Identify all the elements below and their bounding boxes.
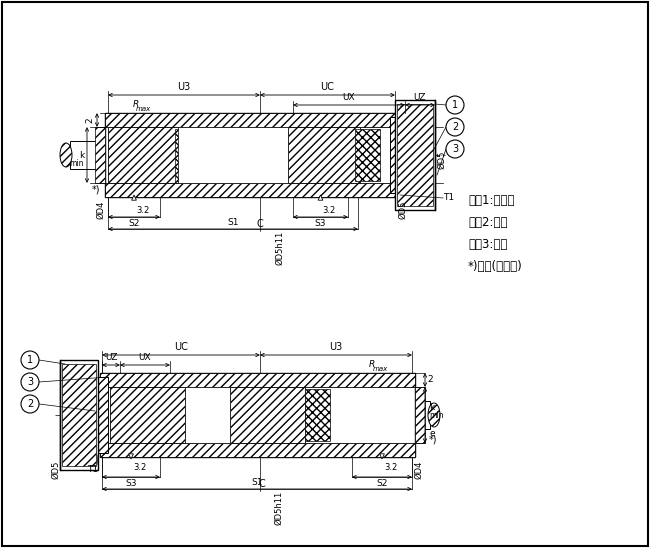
Text: R: R — [369, 360, 375, 369]
Text: S2: S2 — [128, 219, 140, 228]
Text: 3.2: 3.2 — [133, 463, 146, 472]
Bar — [390, 117, 405, 193]
Text: max: max — [135, 106, 151, 112]
Text: UX: UX — [138, 353, 151, 362]
Text: 序号3:挡圈: 序号3:挡圈 — [468, 237, 508, 250]
Text: min: min — [70, 158, 84, 168]
Text: C: C — [259, 479, 265, 489]
Polygon shape — [131, 195, 136, 200]
Circle shape — [21, 351, 39, 369]
Text: 序号2:端板: 序号2:端板 — [468, 215, 508, 229]
Text: 1: 1 — [27, 355, 33, 365]
Text: min: min — [429, 410, 443, 420]
Text: C: C — [257, 219, 263, 229]
Bar — [175, 129, 200, 181]
Text: 3: 3 — [27, 377, 33, 387]
Bar — [105, 113, 395, 197]
Circle shape — [21, 395, 39, 413]
Bar — [415, 401, 430, 429]
Bar — [70, 141, 105, 169]
Text: 3: 3 — [452, 144, 458, 154]
Text: 3.2: 3.2 — [384, 463, 397, 472]
Bar — [105, 113, 395, 127]
Text: ØD4: ØD4 — [415, 461, 424, 480]
Text: e: e — [429, 429, 435, 437]
Bar — [230, 387, 305, 443]
Text: ØD5: ØD5 — [51, 461, 60, 480]
Text: UX: UX — [343, 94, 356, 102]
Bar — [178, 127, 288, 183]
Text: *): *) — [429, 434, 437, 444]
Text: k: k — [429, 402, 434, 412]
Text: UZ: UZ — [105, 353, 117, 362]
Bar — [397, 104, 433, 206]
Text: 2: 2 — [27, 399, 33, 409]
Text: S2: S2 — [376, 479, 387, 488]
Bar — [305, 389, 330, 441]
Text: ØD5h11: ØD5h11 — [275, 231, 284, 265]
Text: k: k — [79, 151, 84, 159]
Bar — [100, 443, 415, 457]
Bar — [190, 389, 215, 441]
Text: UC: UC — [320, 83, 335, 93]
Bar — [105, 183, 395, 197]
Bar — [95, 127, 105, 183]
Text: S3: S3 — [315, 219, 326, 228]
Bar — [100, 373, 415, 457]
Bar — [100, 373, 415, 387]
Text: T1: T1 — [443, 193, 454, 203]
Ellipse shape — [428, 403, 440, 427]
Bar — [110, 387, 185, 443]
Polygon shape — [129, 454, 133, 459]
Ellipse shape — [60, 143, 72, 167]
Bar — [415, 387, 425, 443]
Bar — [288, 127, 360, 183]
Text: ØD5: ØD5 — [437, 151, 446, 169]
Text: R: R — [133, 100, 139, 109]
Bar — [185, 387, 230, 443]
Text: max: max — [372, 366, 387, 372]
Text: 2: 2 — [427, 375, 433, 385]
Text: S3: S3 — [125, 479, 136, 488]
Text: S1: S1 — [227, 218, 239, 227]
Text: 2: 2 — [86, 117, 94, 123]
Text: T1: T1 — [87, 465, 98, 474]
Text: 3.2: 3.2 — [136, 206, 150, 215]
Circle shape — [21, 373, 39, 391]
Text: *): *) — [92, 185, 100, 195]
Bar — [355, 129, 380, 181]
Text: S1: S1 — [252, 478, 263, 487]
Text: 3.2: 3.2 — [322, 206, 336, 215]
Text: ØD5: ØD5 — [398, 201, 408, 219]
Bar — [93, 377, 108, 453]
Bar — [60, 360, 98, 470]
Text: 序号1:收缩盘: 序号1:收缩盘 — [468, 193, 515, 207]
Circle shape — [446, 96, 464, 114]
Text: ØD5h11: ØD5h11 — [274, 491, 283, 525]
Text: U3: U3 — [177, 83, 190, 93]
Bar — [108, 127, 178, 183]
Bar — [62, 364, 96, 466]
Text: ØD4: ØD4 — [96, 201, 105, 219]
Polygon shape — [318, 195, 323, 200]
Bar — [395, 100, 435, 210]
Text: UC: UC — [174, 342, 188, 352]
Text: 1: 1 — [452, 100, 458, 110]
Text: UZ: UZ — [414, 94, 426, 102]
Text: *)轴肩(不需要): *)轴肩(不需要) — [468, 260, 523, 272]
Circle shape — [446, 118, 464, 136]
Text: 2: 2 — [452, 122, 458, 132]
Polygon shape — [380, 454, 384, 459]
Text: U3: U3 — [330, 342, 343, 352]
Circle shape — [446, 140, 464, 158]
